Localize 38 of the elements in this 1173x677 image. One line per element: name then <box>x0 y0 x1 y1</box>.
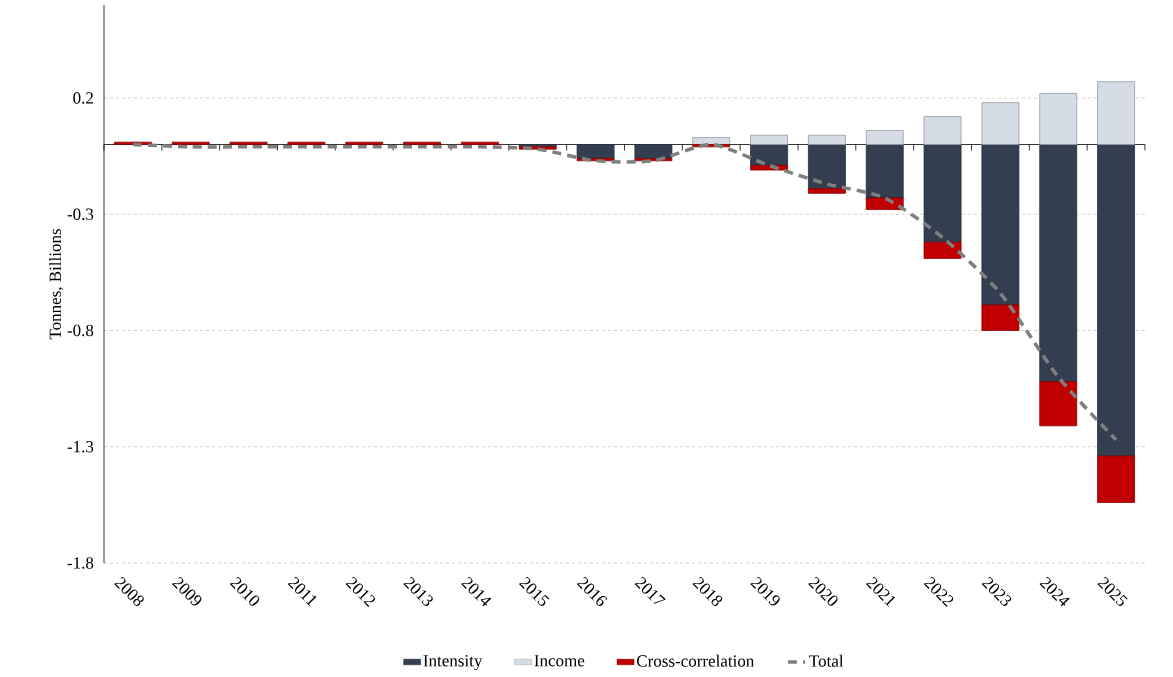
y-tick-label: -0.3 <box>67 208 94 221</box>
bar <box>576 144 615 159</box>
bar <box>808 134 846 145</box>
bar <box>634 144 673 159</box>
bar <box>461 141 499 145</box>
bar <box>865 130 904 145</box>
bar <box>345 141 384 145</box>
bar <box>229 141 268 145</box>
bar <box>981 304 1020 331</box>
bar <box>1039 381 1078 427</box>
bar <box>403 141 441 145</box>
bar <box>1097 144 1135 457</box>
bar <box>808 188 846 194</box>
bar <box>981 102 1020 145</box>
bar <box>981 144 1020 306</box>
legend-label: Total <box>809 654 844 667</box>
bar <box>171 141 210 145</box>
bar <box>750 134 788 145</box>
line-series <box>131 142 1118 442</box>
bar <box>923 241 962 259</box>
bar <box>1039 144 1078 383</box>
bar <box>1097 81 1135 145</box>
bar <box>1039 92 1078 145</box>
bar <box>287 141 326 145</box>
legend-label: Income <box>534 655 585 667</box>
bar <box>1097 455 1135 503</box>
x-tick-label: 2017 <box>634 576 666 604</box>
y-tick-label: 0.2 <box>73 92 93 104</box>
y-tick-label: -1.3 <box>67 440 94 453</box>
y-tick-label: -0.8 <box>67 324 94 337</box>
bar <box>923 116 962 145</box>
bar <box>865 144 904 199</box>
bar <box>808 144 846 190</box>
bar <box>923 144 962 243</box>
y-tick-label: -1.8 <box>67 557 94 569</box>
legend-label: Intensity <box>423 655 483 670</box>
y-axis-title: Tonnes, Billions <box>49 228 64 340</box>
legend-label: Cross-correlation <box>636 654 755 667</box>
